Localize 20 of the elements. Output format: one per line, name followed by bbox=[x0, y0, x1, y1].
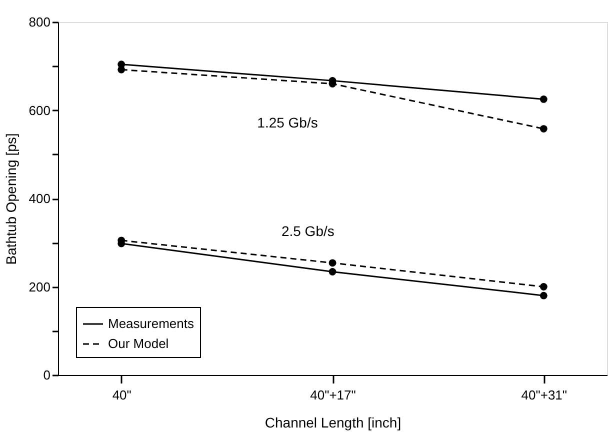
x-tick-label: 40" bbox=[112, 388, 132, 402]
point bbox=[328, 259, 336, 267]
point bbox=[540, 292, 548, 300]
point bbox=[540, 125, 548, 132]
legend-label: Our Model bbox=[108, 336, 169, 351]
y-axis-title: Bathtub Opening [ps] bbox=[2, 133, 19, 265]
annotation: 1.25 Gb/s bbox=[257, 114, 318, 130]
y-tick-label: 200 bbox=[28, 279, 50, 294]
point bbox=[328, 268, 336, 276]
y-tick-label: 600 bbox=[28, 102, 50, 118]
y-tick-label: 800 bbox=[28, 14, 50, 30]
y-tick-label: 0 bbox=[43, 368, 50, 382]
y-tick-label: 400 bbox=[28, 191, 50, 206]
point bbox=[540, 283, 548, 290]
x-tick-label: 40"+31" bbox=[521, 388, 568, 402]
point bbox=[540, 96, 548, 103]
annotation: 2.5 Gb/s bbox=[281, 223, 334, 239]
x-tick-label: 40"+17" bbox=[310, 388, 356, 402]
legend-label: Measurements bbox=[108, 316, 194, 331]
x-axis-title: Channel Length [inch] bbox=[264, 414, 402, 430]
